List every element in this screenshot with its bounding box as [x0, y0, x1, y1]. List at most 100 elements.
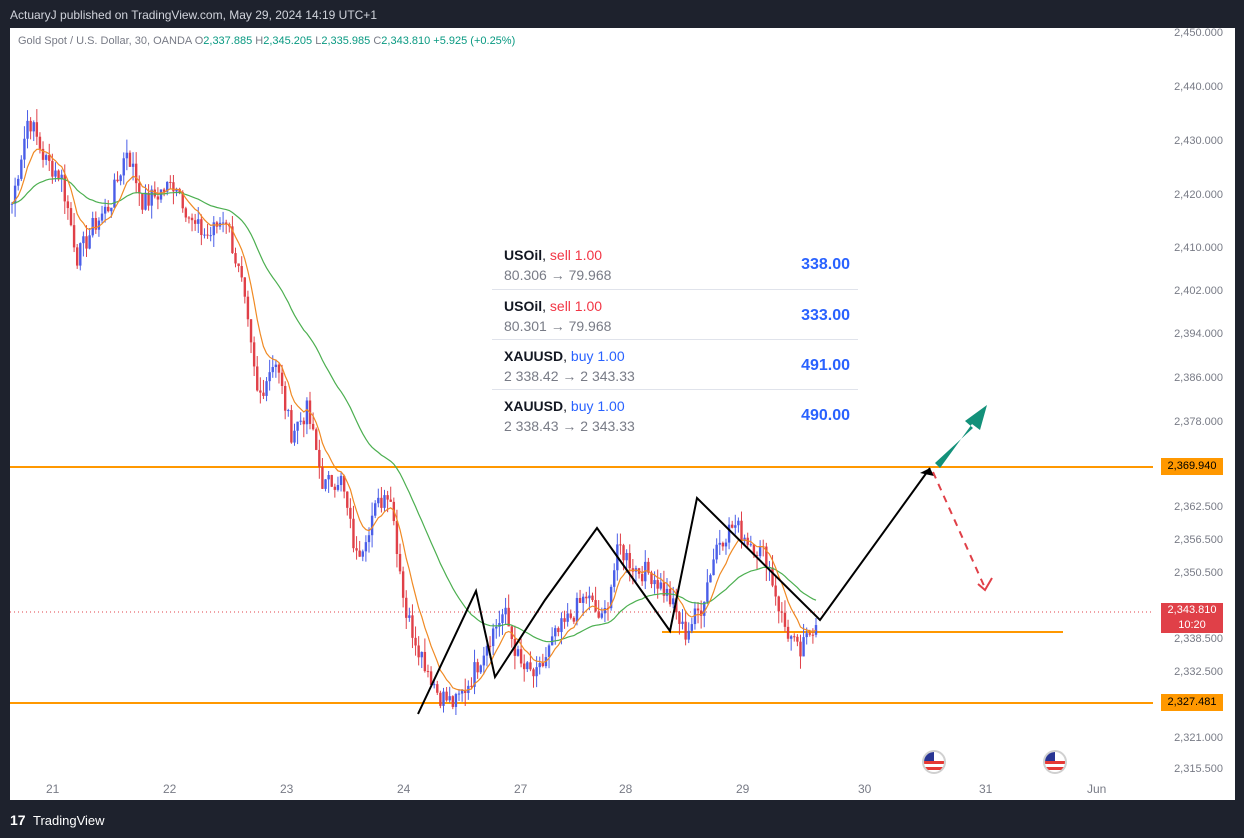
candle-body	[609, 586, 613, 609]
low-label: L	[315, 35, 322, 47]
candle-body	[134, 163, 138, 184]
price-axis-label: 2,402.000	[1174, 285, 1223, 297]
tradingview-brand[interactable]: TradingView	[33, 813, 105, 828]
current-price-tag: 2,343.810	[1161, 603, 1223, 618]
candle-body	[206, 234, 209, 236]
candle-body	[265, 381, 268, 396]
candle-body	[581, 596, 585, 603]
candle-body	[789, 636, 793, 639]
candle-body	[333, 486, 337, 490]
candle-body	[575, 597, 579, 622]
candle-body	[290, 410, 293, 443]
candle-body	[358, 550, 361, 557]
candle-body	[271, 367, 274, 373]
close-value: 2,343.810	[381, 35, 431, 47]
price-axis-label: 2,332.500	[1174, 666, 1223, 678]
price-axis-label: 2,440.000	[1174, 81, 1223, 93]
us-flag-event-icon[interactable]	[1043, 750, 1067, 774]
candle-body	[395, 521, 399, 554]
price-axis-label: 2,450.000	[1174, 27, 1223, 39]
trade-prices: 80.306 → 79.968	[504, 267, 612, 283]
candle-body	[693, 608, 697, 625]
candle-body	[811, 634, 815, 636]
candle-body	[442, 691, 445, 706]
candle-body	[600, 613, 604, 618]
candle-body	[755, 555, 759, 557]
candle-body	[721, 542, 725, 547]
candle-body	[324, 479, 327, 489]
candle-body	[687, 630, 690, 640]
candle-body	[675, 598, 678, 613]
trade-pnl: 491.00	[801, 357, 850, 374]
price-axis-label: 2,315.500	[1174, 763, 1223, 775]
time-axis-label: 21	[46, 782, 60, 796]
candle-body	[166, 181, 169, 192]
candle-body	[256, 366, 259, 391]
candle-body	[737, 520, 740, 526]
candle-body	[541, 663, 545, 667]
candle-body	[715, 544, 718, 560]
candle-body	[684, 621, 687, 640]
candle-body	[147, 192, 150, 206]
publisher-text: ActuaryJ published on TradingView.com, M…	[10, 8, 377, 22]
zigzag-pattern	[417, 467, 931, 715]
candle-body	[569, 613, 572, 618]
trade-row[interactable]: USOil, sell 1.00 80.306 → 79.968 338.00	[504, 247, 850, 283]
candle-body	[793, 636, 796, 638]
price-chart[interactable]	[10, 28, 1235, 800]
price-axis-label: 2,378.000	[1174, 416, 1223, 428]
trade-row[interactable]: XAUUSD, buy 1.00 2 338.43 → 2 343.33 490…	[492, 389, 858, 440]
trade-side: buy 1.00	[570, 398, 625, 414]
candle-body	[54, 170, 57, 177]
candle-body	[153, 189, 156, 197]
time-axis-label: Jun	[1087, 782, 1107, 796]
candle-body	[426, 671, 430, 673]
candle-body	[405, 597, 408, 618]
candle-body	[175, 188, 178, 192]
close-label: C	[373, 35, 382, 47]
candle-body	[346, 491, 349, 508]
candle-body	[75, 247, 79, 266]
candle-body	[594, 600, 597, 612]
publisher-bar: ActuaryJ published on TradingView.com, M…	[0, 0, 1244, 28]
tradingview-logo-icon[interactable]: 17	[10, 812, 26, 828]
candle-body	[535, 667, 538, 677]
trade-pnl: 333.00	[801, 307, 850, 324]
trade-row[interactable]: USOil, sell 1.00 80.301 → 79.968 333.00	[492, 289, 858, 340]
candle-body	[85, 236, 88, 249]
candle-body	[482, 655, 486, 666]
us-flag-event-icon[interactable]	[922, 750, 946, 774]
trade-pnl: 338.00	[801, 256, 850, 273]
candle-body	[150, 189, 153, 206]
trade-prices: 80.301 → 79.968	[504, 318, 612, 334]
candle-body	[454, 694, 458, 707]
candle-body	[330, 475, 333, 487]
candle-body	[532, 669, 535, 677]
candle-body	[318, 449, 321, 467]
candle-body	[476, 662, 479, 673]
candle-body	[780, 611, 784, 613]
candle-body	[727, 524, 731, 543]
candle-body	[51, 160, 54, 177]
price-axis-label: 2,350.500	[1174, 567, 1223, 579]
candle-body	[578, 597, 582, 603]
trade-row[interactable]: XAUUSD, buy 1.00 2 338.42 → 2 343.33 491…	[492, 339, 858, 390]
candle-body	[66, 201, 70, 209]
candle-body	[389, 499, 392, 502]
candle-body	[144, 192, 147, 210]
candle-body	[507, 607, 510, 627]
chart-pane[interactable]: Gold Spot / U.S. Dollar, 30, OANDA O2,33…	[10, 27, 1235, 800]
candle-body	[156, 196, 160, 200]
price-axis-label: 2,362.500	[1174, 501, 1223, 513]
candle-body	[668, 588, 672, 605]
candle-body	[162, 189, 166, 192]
candle-body	[231, 226, 234, 254]
trade-symbol: XAUUSD	[504, 348, 564, 364]
candle-body	[63, 174, 66, 202]
candle-body	[495, 626, 498, 629]
candle-body	[417, 645, 420, 658]
candle-body	[342, 475, 346, 492]
candle-body	[125, 152, 129, 159]
candle-body	[699, 610, 703, 616]
candle-body	[193, 220, 197, 224]
